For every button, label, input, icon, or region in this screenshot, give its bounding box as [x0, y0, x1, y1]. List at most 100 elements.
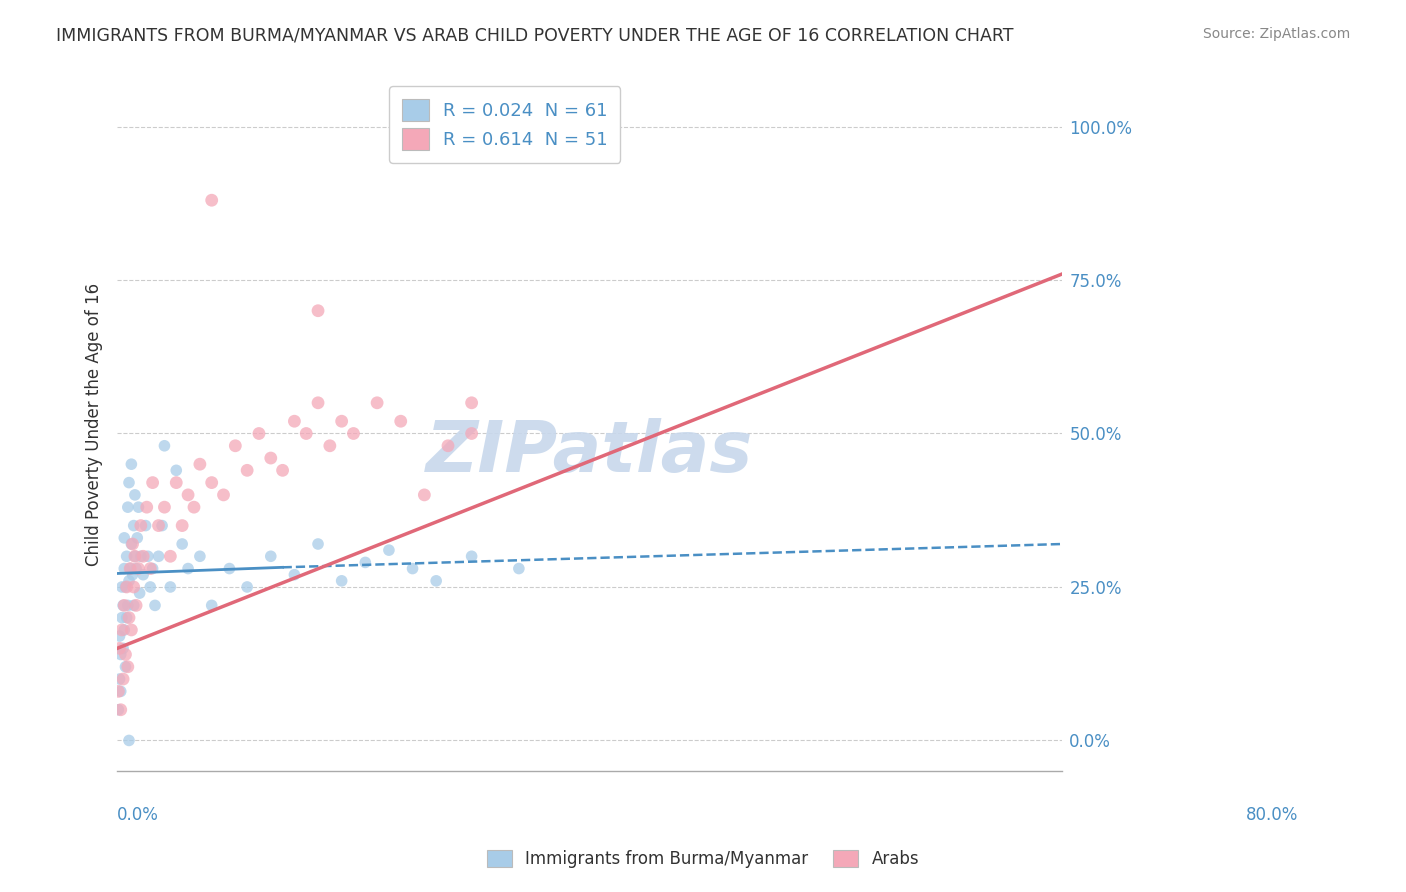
Point	[135, 518, 157, 533]
Point	[153, 439, 176, 453]
Point	[122, 518, 145, 533]
Point	[188, 457, 211, 471]
Point	[127, 500, 149, 515]
Point	[111, 580, 134, 594]
Point	[389, 414, 412, 428]
Point	[342, 426, 364, 441]
Point	[121, 537, 143, 551]
Point	[115, 610, 138, 624]
Point	[165, 475, 187, 490]
Point	[150, 518, 173, 533]
Point	[120, 561, 142, 575]
Point	[120, 537, 142, 551]
Text: 0.0%: 0.0%	[117, 805, 159, 824]
Point	[108, 672, 131, 686]
Point	[112, 623, 135, 637]
Point	[114, 580, 136, 594]
Point	[236, 463, 259, 477]
Point	[108, 641, 131, 656]
Point	[212, 488, 235, 502]
Point	[107, 703, 129, 717]
Point	[247, 426, 270, 441]
Point	[121, 567, 143, 582]
Point	[111, 610, 134, 624]
Point	[117, 599, 139, 613]
Point	[127, 561, 149, 575]
Point	[307, 396, 329, 410]
Point	[425, 574, 447, 588]
Point	[129, 549, 152, 564]
Point	[124, 549, 146, 564]
Point	[260, 549, 283, 564]
Point	[218, 561, 240, 575]
Point	[159, 549, 181, 564]
Point	[120, 457, 142, 471]
Point	[413, 488, 436, 502]
Point	[117, 500, 139, 515]
Legend: Immigrants from Burma/Myanmar, Arabs: Immigrants from Burma/Myanmar, Arabs	[479, 843, 927, 875]
Point	[224, 439, 246, 453]
Point	[139, 561, 162, 575]
Text: 80.0%: 80.0%	[1246, 805, 1299, 824]
Y-axis label: Child Poverty Under the Age of 16: Child Poverty Under the Age of 16	[86, 283, 103, 566]
Point	[148, 518, 170, 533]
Point	[143, 599, 166, 613]
Point	[165, 463, 187, 477]
Text: Source: ZipAtlas.com: Source: ZipAtlas.com	[1202, 27, 1350, 41]
Point	[115, 580, 138, 594]
Point	[118, 574, 141, 588]
Point	[437, 439, 460, 453]
Point	[120, 623, 142, 637]
Point	[366, 396, 388, 410]
Point	[153, 500, 176, 515]
Point	[148, 549, 170, 564]
Point	[139, 580, 162, 594]
Text: IMMIGRANTS FROM BURMA/MYANMAR VS ARAB CHILD POVERTY UNDER THE AGE OF 16 CORRELAT: IMMIGRANTS FROM BURMA/MYANMAR VS ARAB CH…	[56, 27, 1014, 45]
Point	[112, 531, 135, 545]
Point	[115, 549, 138, 564]
Point	[118, 733, 141, 747]
Legend: R = 0.024  N = 61, R = 0.614  N = 51: R = 0.024 N = 61, R = 0.614 N = 51	[389, 87, 620, 163]
Point	[110, 703, 132, 717]
Text: ZIPatlas: ZIPatlas	[426, 417, 754, 486]
Point	[128, 586, 150, 600]
Point	[136, 549, 159, 564]
Point	[177, 561, 200, 575]
Point	[107, 684, 129, 698]
Point	[330, 414, 353, 428]
Point	[111, 623, 134, 637]
Point	[142, 475, 165, 490]
Point	[122, 580, 145, 594]
Point	[354, 556, 377, 570]
Point	[401, 561, 423, 575]
Point	[159, 580, 181, 594]
Point	[260, 451, 283, 466]
Point	[508, 561, 530, 575]
Point	[114, 660, 136, 674]
Point	[460, 396, 482, 410]
Point	[295, 426, 318, 441]
Point	[112, 641, 135, 656]
Point	[112, 672, 135, 686]
Point	[127, 531, 149, 545]
Point	[125, 599, 148, 613]
Point	[112, 599, 135, 613]
Point	[112, 599, 135, 613]
Point	[135, 500, 157, 515]
Point	[125, 561, 148, 575]
Point	[183, 500, 205, 515]
Point	[330, 574, 353, 588]
Point	[112, 561, 135, 575]
Point	[201, 599, 224, 613]
Point	[201, 475, 224, 490]
Point	[118, 475, 141, 490]
Point	[124, 488, 146, 502]
Point	[117, 660, 139, 674]
Point	[110, 648, 132, 662]
Point	[177, 488, 200, 502]
Point	[120, 561, 142, 575]
Point	[142, 561, 165, 575]
Point	[129, 518, 152, 533]
Point	[118, 610, 141, 624]
Point	[283, 414, 305, 428]
